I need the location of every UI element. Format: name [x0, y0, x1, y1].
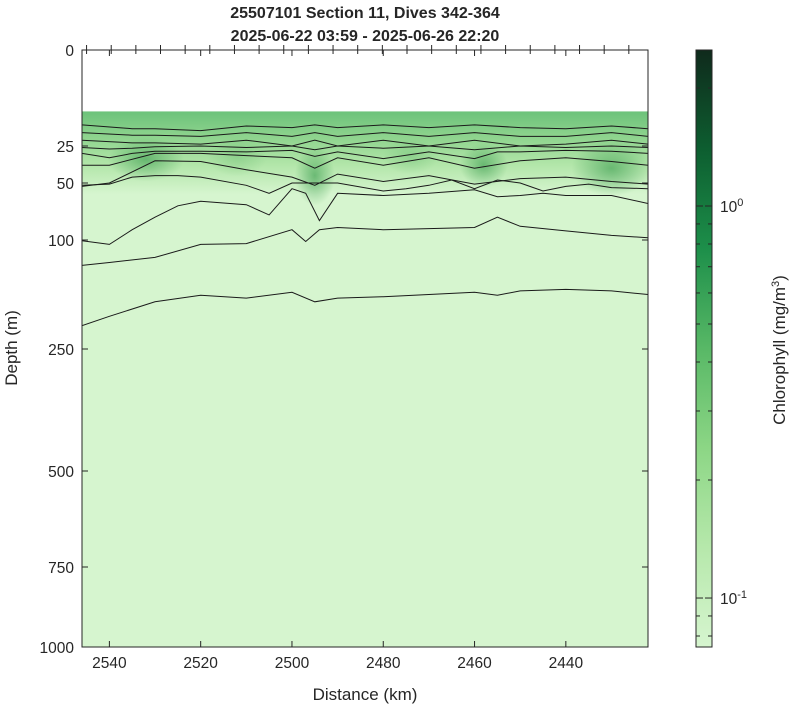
- title-line-1: 25507101 Section 11, Dives 342-364: [230, 5, 500, 22]
- y-tick-label: 500: [48, 464, 74, 481]
- contour-line: [82, 145, 648, 151]
- contour-line: [82, 132, 648, 137]
- y-tick-label: 25: [57, 139, 74, 156]
- x-axis: 2540 2520 2500 2480 2460 2440: [86, 45, 630, 672]
- colorbar-tick-label: 100: [720, 197, 743, 216]
- x-tick-label: 2480: [366, 655, 401, 672]
- y-axis-label: Depth (m): [2, 310, 21, 386]
- plot-area: 2540 2520 2500 2480 2460 2440 0 25 50 100 250 500 7…: [40, 43, 649, 672]
- x-axis-label: Distance (km): [313, 685, 418, 704]
- x-tick-label: 2440: [549, 655, 584, 672]
- colorbar-ticks: 10-1 100: [696, 87, 747, 637]
- chart-title: 25507101 Section 11, Dives 342-364 2025-…: [230, 5, 500, 45]
- field-patch: [294, 145, 335, 206]
- field-patch: [571, 140, 648, 197]
- field-patch: [107, 137, 184, 182]
- contour-lines: [82, 124, 648, 327]
- x-tick-label: 2460: [457, 655, 492, 672]
- y-tick-label: 250: [48, 342, 74, 359]
- y-tick-label: 0: [65, 43, 74, 60]
- contour-line: [82, 124, 648, 132]
- contour-line: [82, 149, 648, 160]
- x-tick-label: 2540: [92, 655, 127, 672]
- contour-line: [82, 152, 648, 169]
- y-tick-label: 50: [57, 176, 75, 193]
- colorbar-gradient: [695, 49, 713, 648]
- colorbar-tick-label: 10-1: [720, 589, 747, 608]
- y-axis: 0 25 50 100 250 500 750 1000: [40, 43, 648, 657]
- x-tick-label: 2500: [275, 655, 310, 672]
- contour-line: [82, 160, 648, 187]
- y-tick-label: 100: [48, 233, 74, 250]
- title-line-2: 2025-06-22 03:59 - 2025-06-26 22:20: [231, 28, 500, 45]
- y-tick-label: 750: [48, 560, 74, 577]
- colorbar-label: Chlorophyll (mg/m3): [770, 275, 789, 425]
- x-tick-label: 2520: [183, 655, 218, 672]
- y-tick-label: 1000: [40, 640, 75, 657]
- contour-line: [82, 216, 648, 266]
- chlorophyll-field: [82, 111, 648, 647]
- field-patch: [459, 143, 508, 188]
- colorbar: 10-1 100 Chlorophyll (mg/m3): [695, 49, 789, 648]
- contour-line: [82, 288, 648, 327]
- field-base: [82, 111, 648, 647]
- contour-line: [82, 188, 648, 245]
- contour-line: [82, 175, 648, 194]
